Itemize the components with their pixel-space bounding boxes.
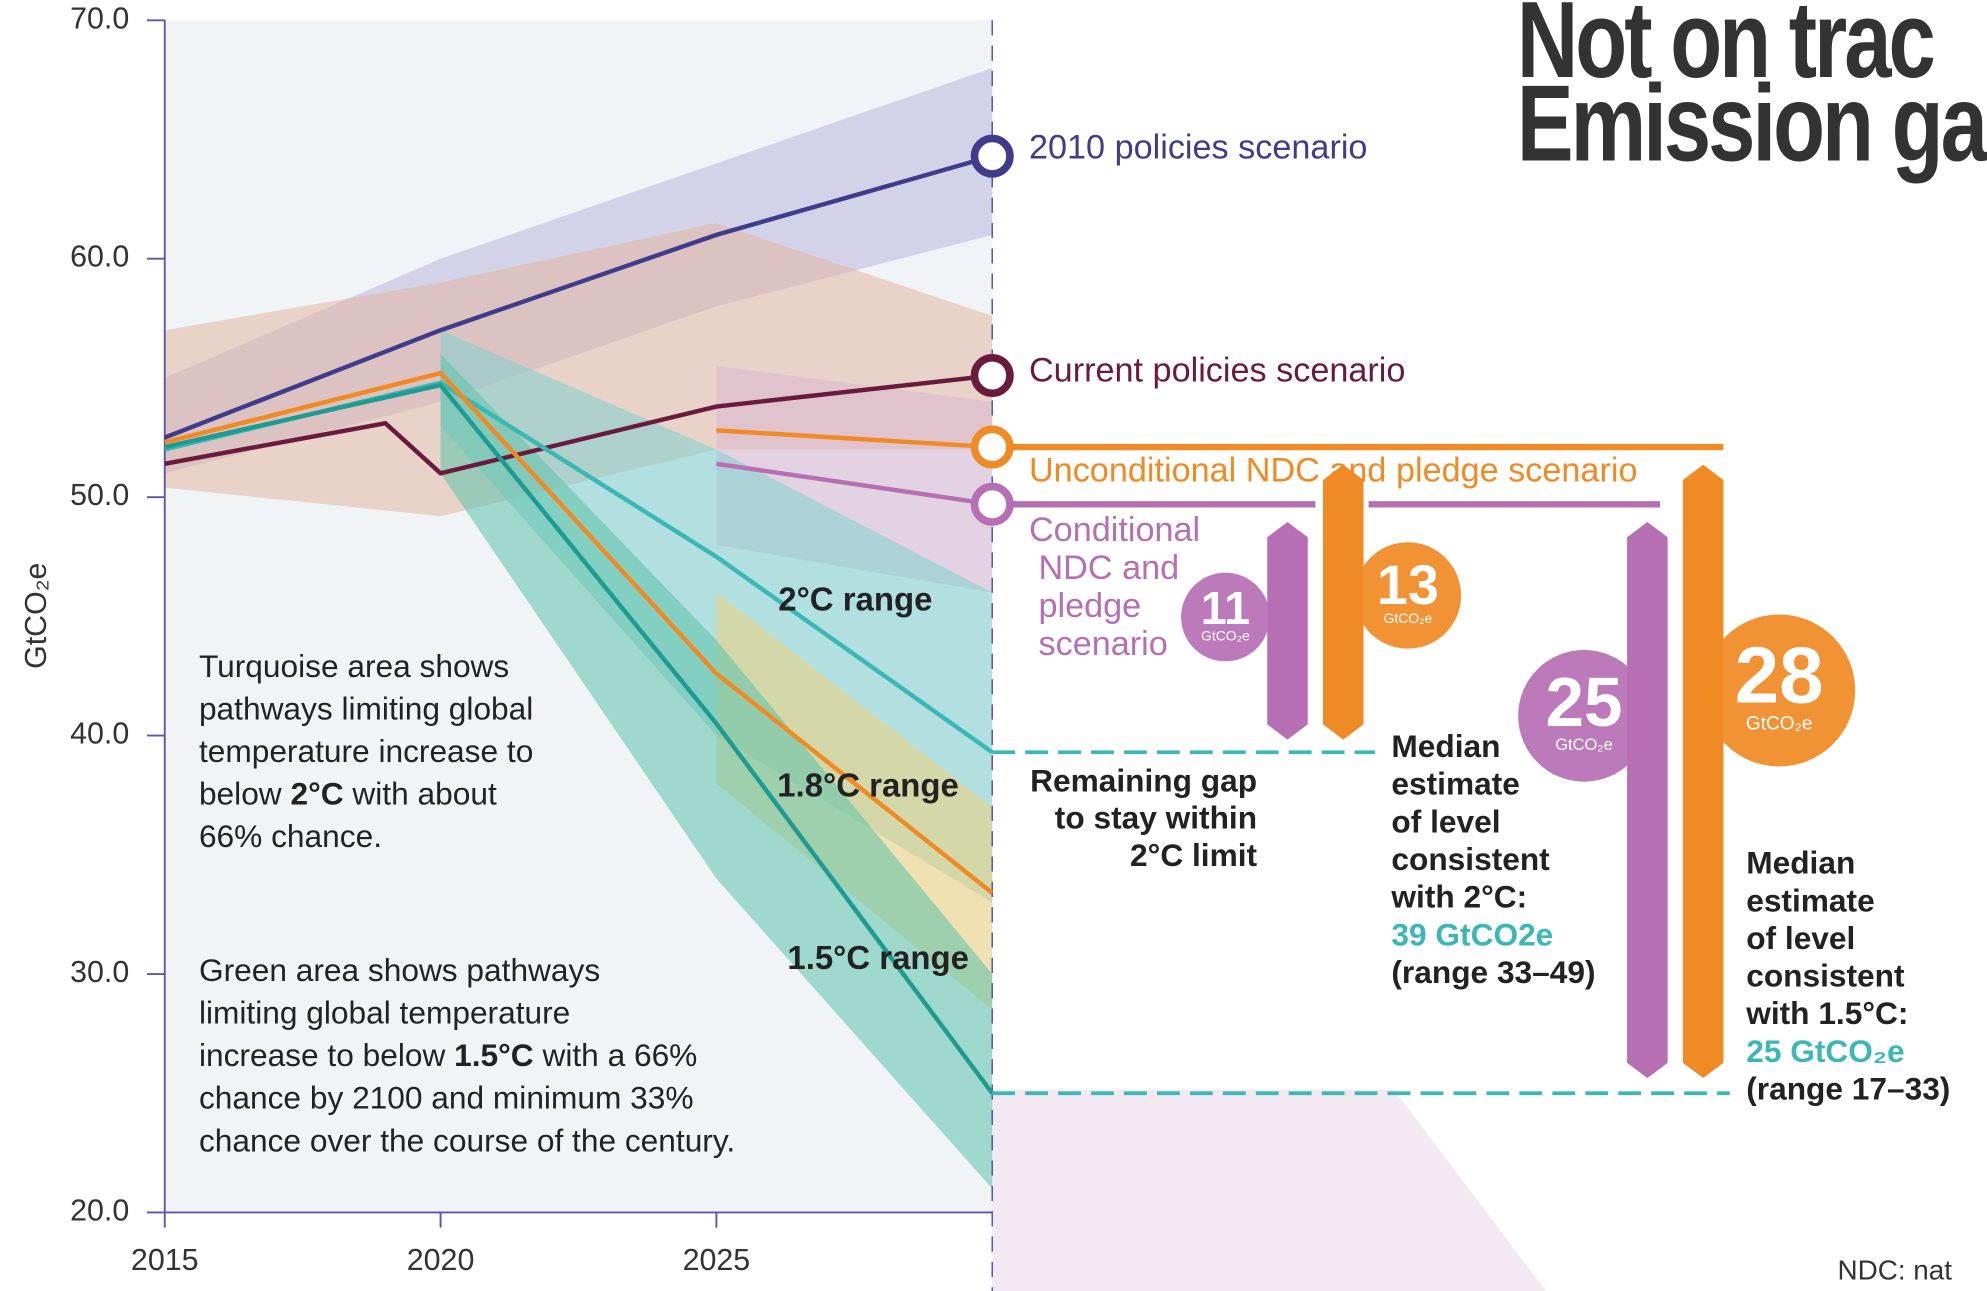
gap-value: 11 (1201, 582, 1250, 634)
gap-note: 2°C limit (1130, 837, 1257, 873)
x-tick-label: 2025 (683, 1243, 751, 1277)
note-segment: limiting global temperature (199, 995, 570, 1031)
note-segment: increase to below (199, 1038, 454, 1074)
note-segment: with about (344, 776, 497, 812)
gap-value: 13 (1377, 553, 1439, 616)
series-label: 2010 policies scenario (1029, 129, 1367, 167)
y-tick-label: 50.0 (70, 478, 129, 512)
y-tick-label: 20.0 (70, 1193, 129, 1227)
y-tick-label: 30.0 (70, 955, 129, 989)
note-segment: with a 66% (534, 1038, 698, 1074)
note-segment: 66% chance. (199, 819, 382, 855)
note-segment: 2°C (290, 776, 343, 812)
series-line (164, 370, 994, 895)
gap-unit: GtCO₂e (1201, 628, 1250, 644)
gap-unit: GtCO₂e (1555, 736, 1613, 754)
gap-value: 28 (1735, 630, 1824, 719)
gap-bar (1322, 464, 1364, 740)
gap-unit: GtCO₂e (1746, 714, 1813, 735)
median-note: Median (1391, 728, 1500, 764)
gap-bar (1682, 464, 1724, 1079)
median-note: Median (1746, 845, 1855, 881)
end-marker (970, 425, 1014, 469)
gap-bubble (1518, 649, 1650, 782)
median-note: 39 GtCO2e (1391, 916, 1553, 952)
gap-bubble (1703, 614, 1856, 767)
note-line: limiting global temperature (199, 995, 570, 1031)
series-line (164, 373, 993, 476)
median-note: consistent (1746, 958, 1905, 994)
median-note: estimate (1391, 766, 1519, 802)
note-segment: 1.5°C (454, 1038, 534, 1074)
gap-unit: GtCO₂e (1384, 610, 1433, 626)
median-note: of level (1746, 920, 1855, 956)
note-line: Turquoise area shows (199, 648, 509, 684)
median-note: (range 17–33) (1746, 1070, 1950, 1106)
gap-note: to stay within (1055, 800, 1257, 836)
median-note: of level (1391, 803, 1500, 839)
band (440, 354, 993, 1189)
footnote: NDC: nat (1837, 1254, 1952, 1285)
note-line: Green area shows pathways (199, 952, 600, 988)
decor (992, 1089, 1547, 1291)
gap-bar (1627, 522, 1668, 1079)
x-tick-label: 2020 (407, 1243, 475, 1277)
end-marker (970, 134, 1014, 178)
series-line (716, 461, 993, 507)
gap-bubble (1181, 572, 1270, 662)
series-label: Current policies scenario (1029, 352, 1405, 390)
median-note: estimate (1746, 882, 1874, 918)
end-marker (970, 482, 1014, 526)
gap-note: Remaining gap (1030, 762, 1257, 798)
note-line: 66% chance. (199, 819, 382, 855)
gap-value: 25 (1546, 663, 1623, 741)
median-note: consistent (1391, 841, 1550, 877)
note-segment: Green area shows pathways (199, 952, 600, 988)
range-label: 2°C range (778, 580, 932, 617)
end-marker (970, 354, 1014, 398)
note-segment: temperature increase to (199, 733, 533, 769)
note-segment: below (199, 776, 291, 812)
note-line: temperature increase to (199, 733, 533, 769)
series-label: Conditional NDC and pledge scenario (1029, 511, 1200, 663)
y-axis-label: GtCO₂e (19, 563, 53, 669)
note-line: pathways limiting global (199, 691, 533, 727)
x-tick-label: 2015 (131, 1243, 199, 1277)
range-label: 1.8°C range (777, 767, 959, 804)
note-segment: Turquoise area shows (199, 648, 509, 684)
note-segment: chance over the course of the century. (199, 1123, 735, 1159)
note-line: chance by 2100 and minimum 33% (199, 1080, 694, 1116)
gap-bubble (1354, 542, 1462, 649)
note-line: increase to below 1.5°C with a 66% (199, 1038, 697, 1074)
note-segment: chance by 2100 and minimum 33% (199, 1080, 694, 1116)
series-line (164, 382, 995, 1095)
median-note: with 2°C: (1390, 879, 1527, 915)
median-note: with 1.5°C: (1745, 995, 1908, 1031)
note-line: chance over the course of the century. (199, 1123, 735, 1159)
y-tick-label: 40.0 (70, 717, 129, 751)
note-segment: pathways limiting global (199, 691, 533, 727)
title: Not on trac (1517, 0, 1934, 100)
y-tick-label: 60.0 (70, 240, 129, 274)
series-line (716, 428, 993, 450)
note-line: below 2°C with about (199, 776, 497, 812)
series-line (163, 154, 993, 440)
median-note: (range 33–49) (1391, 954, 1595, 990)
median-note: 25 GtCO₂e (1746, 1033, 1904, 1069)
y-tick-label: 70.0 (70, 1, 129, 35)
title: Emission ga (1517, 62, 1987, 184)
gap-bar (1267, 522, 1308, 740)
range-label: 1.5°C range (787, 939, 969, 976)
